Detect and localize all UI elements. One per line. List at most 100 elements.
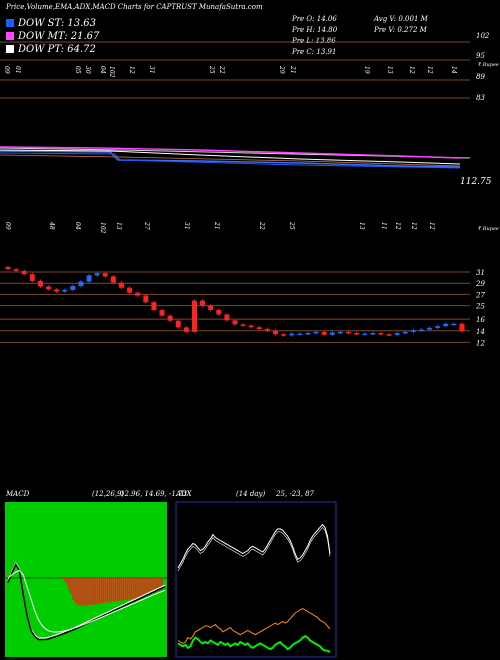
ema-axis-label: 30 (84, 66, 91, 74)
candle-body (313, 331, 319, 334)
candle-price-tick: 25 (475, 303, 485, 311)
candle-body (159, 310, 165, 316)
ema-axis-label: 01 (14, 66, 21, 74)
macd-hist-bar (82, 578, 84, 606)
candle-body (354, 333, 360, 335)
macd-label: MACD (5, 490, 30, 498)
ema-axis-label: 102 (108, 66, 115, 78)
ema-axis-label: 22 (218, 65, 225, 74)
ema-axis-label: 29 (278, 65, 285, 74)
macd-hist-bar (112, 578, 115, 602)
candle-body (29, 274, 35, 281)
candle-body (289, 333, 295, 336)
macd-hist-bar (157, 578, 159, 592)
pre-open: Pre O: 14.06 (291, 15, 337, 23)
legend-label: DOW ST: 13.63 (18, 18, 97, 29)
candle-body (21, 270, 27, 275)
candle-body (216, 309, 222, 315)
ema-axis-label: 12 (408, 66, 415, 74)
macd-hist-bar (104, 578, 107, 603)
ema-band (0, 147, 471, 159)
candle-body (135, 292, 141, 296)
candle-price-tick: 12 (476, 339, 485, 347)
candle-axis-label: 13 (115, 222, 122, 230)
candle-panel: 09 48 04 102 13 27 31 21 22 25 13 11 12 12 12 ₹ Rupee … (0, 221, 499, 347)
legend-dow-st: DOW ST: 13.63 (6, 18, 96, 29)
candle-body (232, 320, 238, 325)
macd-hist-bar (86, 578, 88, 606)
price-tick: 102 (476, 32, 490, 40)
ema-axis-label: 12 (128, 66, 135, 74)
candle-body (62, 289, 68, 292)
candle-body (183, 327, 189, 332)
last-price-label: 112.75 (460, 177, 492, 187)
macd-hist-bar (76, 578, 78, 605)
ema-panel: 102 95 89 83 ₹ Rupee 09 01 05 30 04 102 12 31 25… (0, 32, 499, 187)
minus-di-line (177, 608, 331, 644)
candle-body (240, 324, 246, 326)
macd-hist-bar (118, 578, 121, 601)
candle-body (208, 305, 214, 310)
candle-body (127, 287, 133, 293)
candle-price-tick: 14 (476, 328, 485, 336)
macd-hist-bar (127, 578, 129, 600)
candle-body (281, 334, 287, 336)
macd-hist-bar (74, 578, 76, 603)
macd-hist-bar (141, 578, 143, 597)
macd-hist-bar (62, 578, 64, 580)
macd-hist-bar (120, 578, 123, 601)
adx-params: (14 day) (236, 490, 265, 498)
candle-body (264, 329, 270, 331)
candle-body (110, 276, 116, 283)
ema-blue-line (0, 150, 461, 168)
candle-body (370, 333, 376, 335)
candle-body (78, 281, 84, 286)
macd-hist-bar (60, 578, 62, 579)
pre-low: Pre L: 13.86 (291, 37, 336, 45)
candle-body (94, 273, 100, 276)
candle-axis-label: 102 (99, 222, 106, 234)
candle-price-tick: 27 (475, 291, 485, 299)
candle-axis-label: 13 (358, 222, 365, 230)
candle-axis-label: 09 (4, 222, 11, 230)
adx-background (175, 501, 337, 658)
candle-body (13, 269, 19, 271)
legend-label: DOW MT: 21.67 (18, 31, 100, 42)
candle-axis-label: 48 (48, 221, 55, 230)
legend-swatch-white (6, 45, 14, 53)
candle-body (386, 334, 392, 336)
candle-body (443, 323, 449, 327)
candle-body (102, 273, 108, 277)
macd-hist-bar (108, 578, 111, 603)
candle-body (175, 320, 181, 328)
candle-body (321, 331, 327, 335)
candle-axis-label: 12 (394, 222, 401, 230)
macd-values: 12.96, 14.69, -1.73 (120, 490, 187, 498)
candle-axis-label: 22 (258, 221, 265, 230)
ema-orange-line (0, 154, 461, 167)
legend-swatch-blue (6, 19, 14, 27)
adx-line (177, 523, 331, 569)
macd-hist-bar (72, 578, 74, 600)
macd-hist-bar (147, 578, 149, 595)
candle-body (346, 331, 351, 334)
candle-axis-label: 31 (183, 222, 190, 230)
macd-hist-bar (161, 578, 163, 590)
candle-axis-label: 27 (143, 221, 150, 230)
ema-blue-line-2 (0, 152, 461, 169)
candle-body (46, 286, 52, 290)
signal-line (7, 569, 166, 633)
candle-body (200, 300, 206, 306)
candle-body (224, 314, 230, 321)
candle-body (167, 315, 173, 321)
macd-hist-bar (68, 578, 70, 590)
macd-hist-bar (149, 578, 151, 595)
macd-line (7, 561, 166, 639)
candle-price-tick: 16 (476, 316, 485, 324)
legend-dow-mt: DOW MT: 21.67 (6, 31, 99, 42)
macd-hist-bar (116, 578, 119, 602)
macd-hist-bar (80, 578, 82, 606)
ema-axis-label: 31 (148, 66, 155, 74)
legend-dow-pt: DOW PT: 64.72 (6, 44, 96, 55)
